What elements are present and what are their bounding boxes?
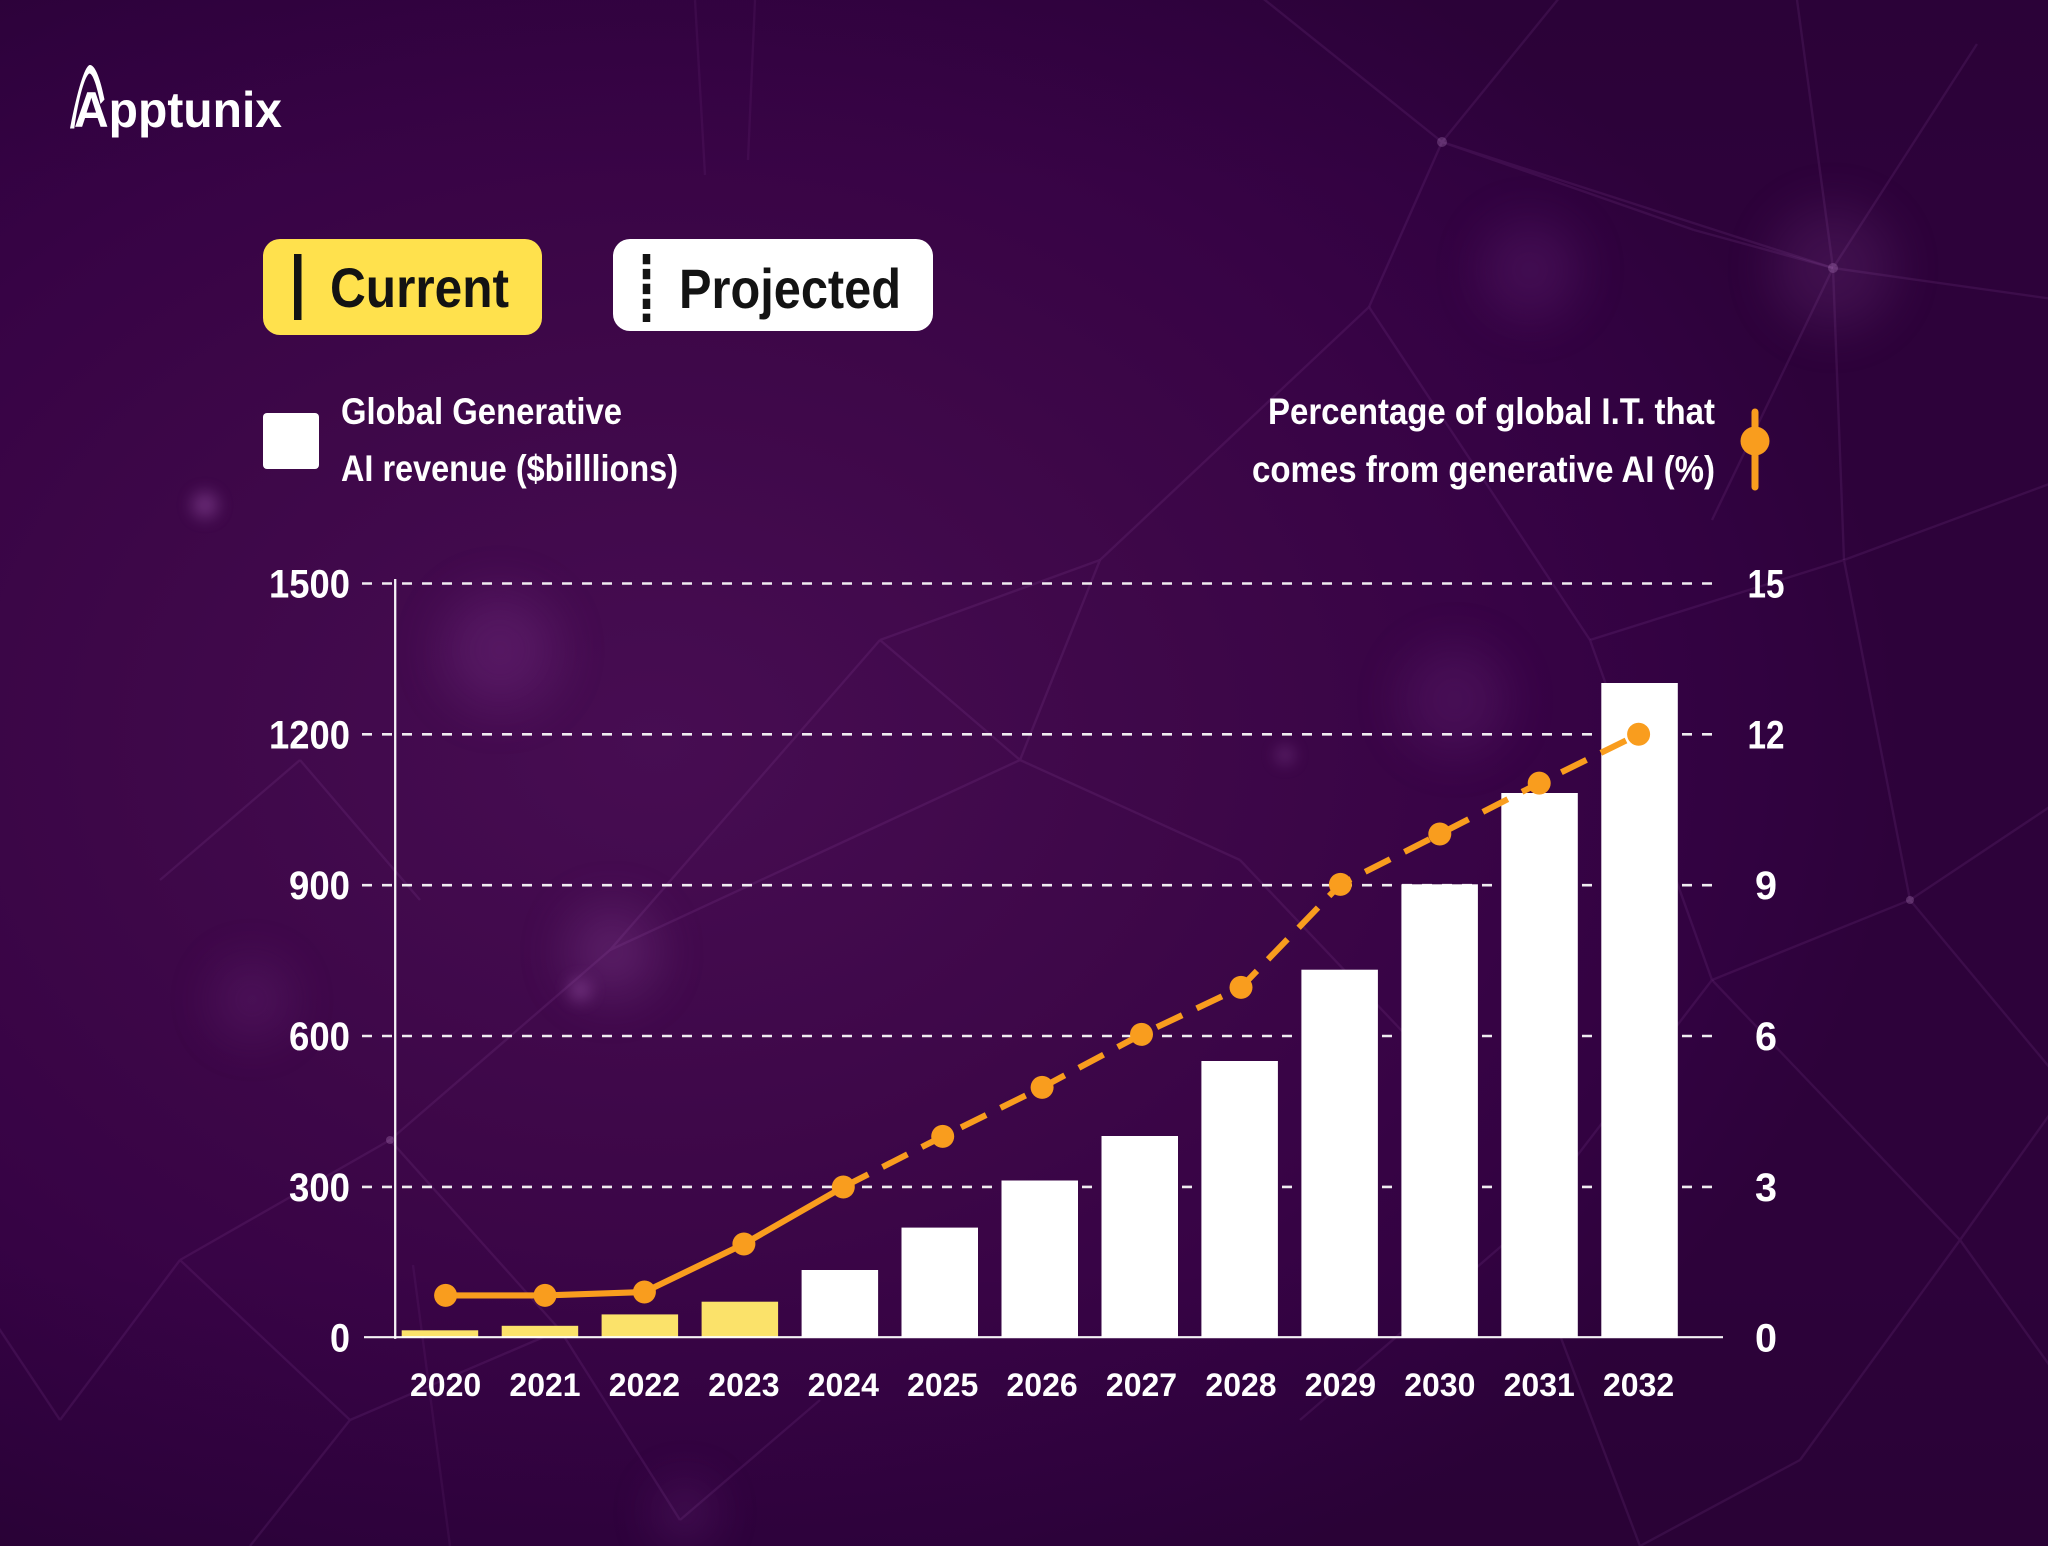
svg-text:Projected: Projected (679, 257, 901, 320)
svg-text:2028: 2028 (1205, 1367, 1276, 1403)
svg-text:2030: 2030 (1404, 1367, 1475, 1403)
svg-text:2029: 2029 (1305, 1367, 1376, 1403)
svg-text:2026: 2026 (1007, 1367, 1078, 1403)
svg-text:1200: 1200 (269, 713, 350, 757)
svg-text:0: 0 (1755, 1317, 1777, 1361)
svg-text:15: 15 (1748, 563, 1785, 607)
svg-text:2027: 2027 (1106, 1367, 1177, 1403)
svg-text:Global Generative: Global Generative (341, 391, 622, 432)
svg-text:comes from generative AI (%): comes from generative AI (%) (1252, 449, 1715, 490)
svg-text:Current: Current (330, 256, 509, 319)
svg-text:1500: 1500 (269, 563, 350, 607)
svg-text:2022: 2022 (609, 1367, 680, 1403)
svg-text:2024: 2024 (808, 1367, 879, 1403)
svg-text:12: 12 (1748, 713, 1785, 757)
svg-text:2020: 2020 (410, 1367, 481, 1403)
svg-text:6: 6 (1755, 1015, 1777, 1059)
svg-text:2023: 2023 (708, 1367, 779, 1403)
svg-text:900: 900 (289, 864, 350, 908)
svg-text:Percentage of global I.T. that: Percentage of global I.T. that (1268, 391, 1715, 432)
svg-text:2031: 2031 (1504, 1367, 1575, 1403)
svg-text:AI revenue ($billlions): AI revenue ($billlions) (341, 448, 678, 489)
svg-text:2021: 2021 (509, 1367, 580, 1403)
svg-text:300: 300 (289, 1166, 350, 1210)
svg-text:600: 600 (289, 1015, 350, 1059)
svg-text:9: 9 (1755, 864, 1777, 908)
svg-text:0: 0 (330, 1317, 350, 1361)
svg-text:Apptunix: Apptunix (74, 82, 282, 138)
svg-text:3: 3 (1755, 1166, 1777, 1210)
svg-text:2025: 2025 (907, 1367, 978, 1403)
svg-text:2032: 2032 (1603, 1367, 1674, 1403)
